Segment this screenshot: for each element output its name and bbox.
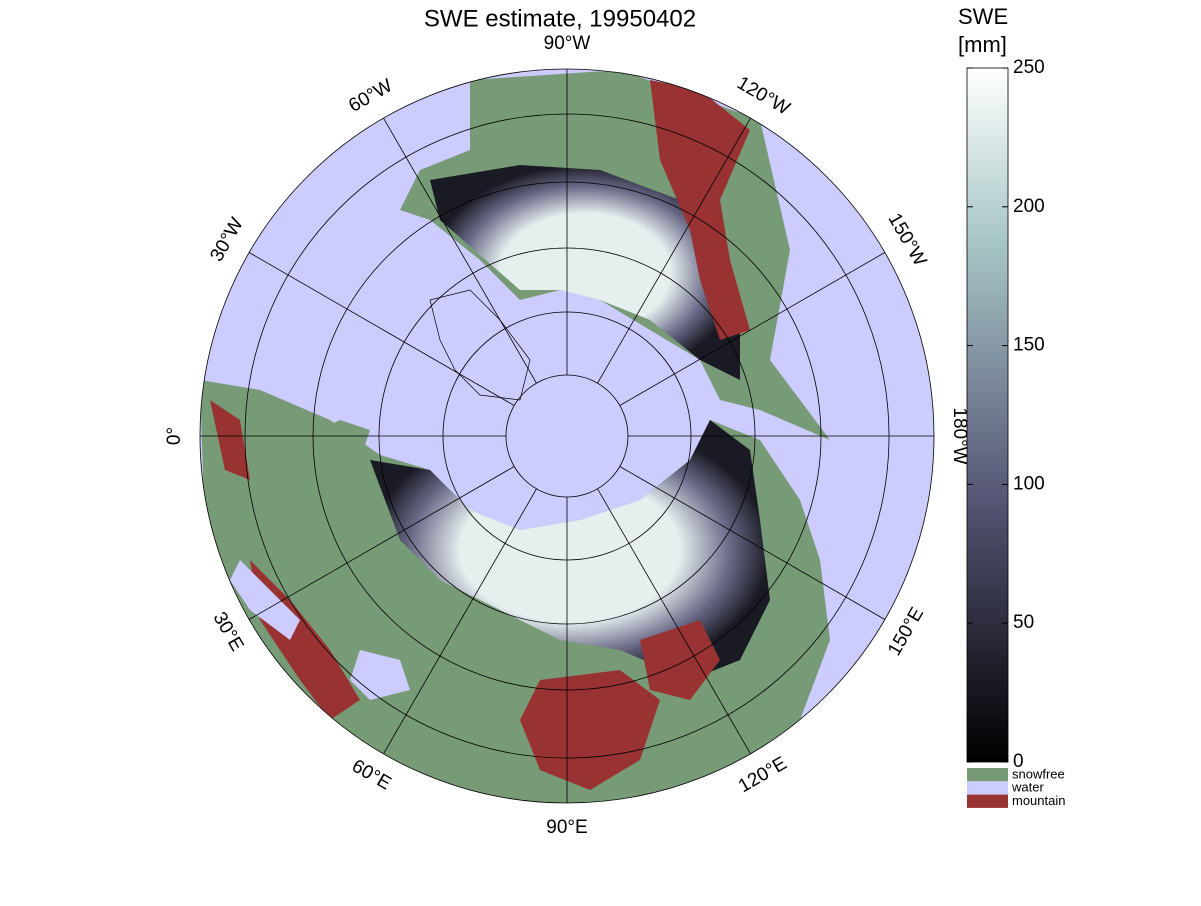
meridian: [383, 117, 537, 384]
eurasia-mountain: [210, 400, 720, 790]
colorbar-tick-label: 250: [1013, 57, 1045, 78]
longitude-label: 60°W: [345, 75, 396, 117]
legend-swatch: [967, 768, 1008, 782]
colorbar-label: [mm]: [958, 32, 1007, 57]
longitude-label: 150°E: [884, 604, 928, 660]
meridian: [248, 466, 515, 620]
longitude-label: 60°E: [348, 756, 394, 795]
meridian: [248, 252, 515, 406]
colorbar: [966, 67, 1009, 763]
meridian: [383, 488, 537, 755]
longitude-label: 30°E: [208, 609, 247, 655]
legend-label: mountain: [1012, 793, 1065, 808]
colorbar-tick-label: 50: [1013, 612, 1034, 633]
meridian: [619, 252, 886, 406]
colorbar-ticks: 0 50 100 150 200 250: [967, 57, 1045, 772]
na-mountain: [650, 80, 750, 340]
legend-swatch: [967, 781, 1008, 795]
meridian: [597, 117, 751, 384]
greenland: [429, 289, 531, 401]
colorbar-tick-label: 100: [1013, 473, 1045, 494]
legend-label: snowfree: [1012, 766, 1065, 781]
colorbar-tick-label: 200: [1013, 196, 1045, 217]
graticule: [199, 68, 935, 804]
longitude-label: 120°W: [733, 73, 793, 120]
map-title: SWE estimate, 19950402: [424, 5, 696, 32]
mediterranean: [230, 560, 410, 700]
legend-swatch: [967, 794, 1008, 808]
longitude-label: 150°W: [883, 210, 930, 270]
meridian: [597, 488, 751, 755]
legend-label: water: [1011, 780, 1044, 795]
colorbar-tick-label: 0: [1013, 751, 1024, 772]
longitude-label: 180°W: [949, 407, 970, 464]
longitude-label: 90°W: [544, 33, 591, 54]
longitude-label: 90°E: [546, 817, 587, 838]
colorbar-tick-label: 150: [1013, 335, 1045, 356]
meridian: [619, 466, 886, 620]
longitude-label: 0°: [164, 427, 185, 445]
scandinavia: [300, 420, 370, 470]
colorbar-label: SWE: [958, 4, 1008, 29]
longitude-label: 30°W: [206, 214, 248, 265]
longitude-label: 120°E: [735, 753, 791, 797]
na-snow: [430, 165, 740, 380]
